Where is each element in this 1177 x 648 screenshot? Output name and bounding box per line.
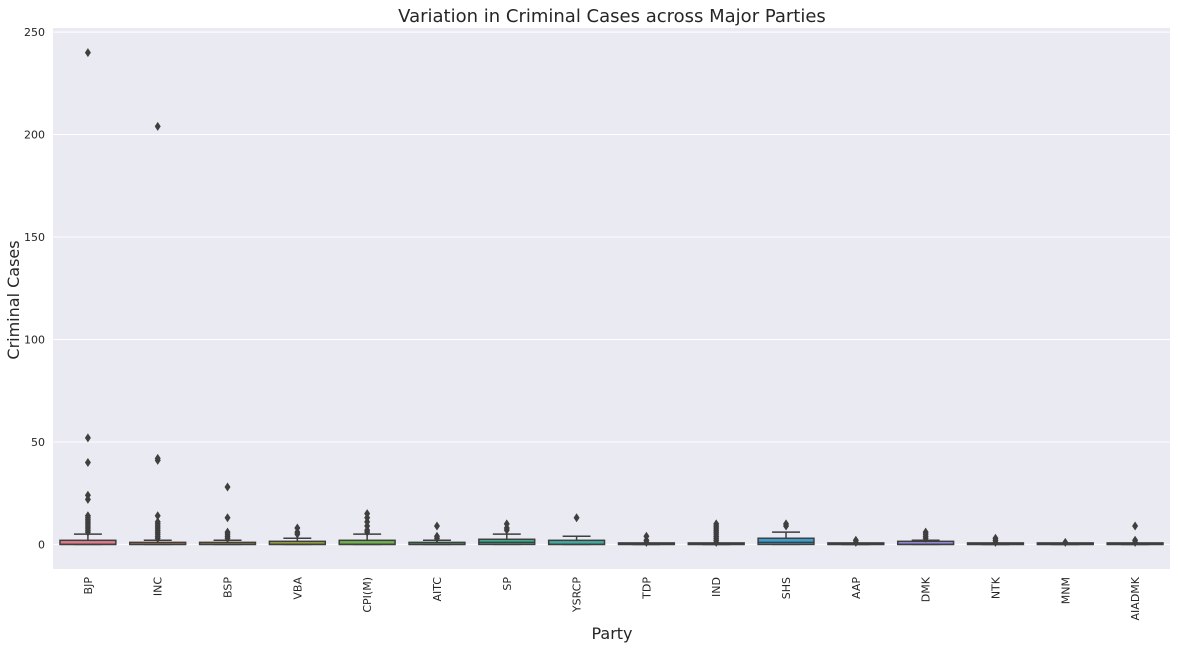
x-axis-label: Party xyxy=(591,624,632,643)
x-tick-label: NTK xyxy=(989,576,1002,599)
y-tick-label: 100 xyxy=(24,333,45,346)
y-tick-label: 200 xyxy=(24,129,45,142)
box-ysrcp xyxy=(547,513,606,546)
x-tick-label: SP xyxy=(501,577,514,591)
outlier-point xyxy=(154,511,161,521)
box-dmk xyxy=(896,527,955,546)
box-bsp xyxy=(198,482,257,546)
x-axis-ticks: BJP INC BSP VBA CPI(M) AITC SP YSRCP TDP IND SHS AA… xyxy=(82,576,1142,620)
box-vba xyxy=(268,523,327,546)
x-tick-label: DMK xyxy=(920,576,933,602)
outlier-point xyxy=(364,509,371,519)
outlier-point xyxy=(1132,521,1139,531)
outlier-point xyxy=(573,513,580,523)
outlier-point xyxy=(154,453,161,463)
outlier-point xyxy=(1132,535,1139,545)
box-sp xyxy=(478,519,536,546)
x-tick-label: MNM xyxy=(1059,577,1072,604)
x-tick-label: INC xyxy=(152,577,165,596)
y-tick-label: 150 xyxy=(24,231,45,244)
box-shs xyxy=(757,519,815,546)
box-aitc xyxy=(408,521,466,546)
x-tick-label: SHS xyxy=(780,577,793,599)
x-tick-label: AIADMK xyxy=(1129,576,1142,620)
x-tick-label: AITC xyxy=(431,577,444,602)
outlier-point xyxy=(503,519,510,529)
outlier-point xyxy=(84,490,91,500)
outlier-point xyxy=(783,519,790,529)
x-tick-label: BJP xyxy=(82,577,95,595)
outlier-point xyxy=(992,533,999,543)
outlier-point xyxy=(84,511,91,521)
outlier-point xyxy=(84,48,91,58)
y-tick-label: 50 xyxy=(31,436,45,449)
x-tick-label: CPI(M) xyxy=(361,577,374,613)
outlier-point xyxy=(1062,537,1069,547)
x-tick-label: TDP xyxy=(640,577,653,600)
outlier-point xyxy=(84,433,91,443)
outlier-point xyxy=(84,457,91,467)
plot-area xyxy=(53,28,1170,569)
x-tick-label: IND xyxy=(710,577,723,597)
x-tick-label: VBA xyxy=(291,577,304,600)
y-axis-label: Criminal Cases xyxy=(4,240,23,359)
outlier-point xyxy=(433,521,440,531)
outlier-point xyxy=(224,513,231,523)
box-aap xyxy=(827,535,885,547)
box-inc xyxy=(129,121,187,546)
y-tick-label: 250 xyxy=(24,26,45,39)
box-aiadmk xyxy=(1106,521,1164,547)
outlier-point xyxy=(643,531,650,541)
chart-title: Variation in Criminal Cases across Major… xyxy=(398,6,826,27)
box-ind xyxy=(687,519,745,547)
outlier-point xyxy=(154,517,161,527)
outlier-point xyxy=(713,519,720,529)
y-tick-label: 0 xyxy=(38,538,45,551)
box-ntk xyxy=(966,533,1025,547)
outlier-point xyxy=(224,482,231,492)
box-series xyxy=(59,48,1164,547)
x-tick-label: YSRCP xyxy=(571,577,584,613)
x-tick-label: BSP xyxy=(222,577,235,598)
box-mnm xyxy=(1036,537,1094,547)
outlier-point xyxy=(433,531,440,541)
outlier-point xyxy=(922,527,929,537)
box-tdp xyxy=(617,531,676,547)
outlier-point xyxy=(852,535,859,545)
outlier-point xyxy=(224,527,231,537)
y-axis-ticks: 0 50 100 150 200 250 xyxy=(24,26,45,551)
x-tick-label: AAP xyxy=(850,577,863,599)
box-bjp xyxy=(59,48,117,546)
outlier-point xyxy=(154,121,161,131)
box-cpi-m- xyxy=(338,509,396,546)
box-iqr xyxy=(757,537,815,546)
outlier-point xyxy=(294,523,301,533)
